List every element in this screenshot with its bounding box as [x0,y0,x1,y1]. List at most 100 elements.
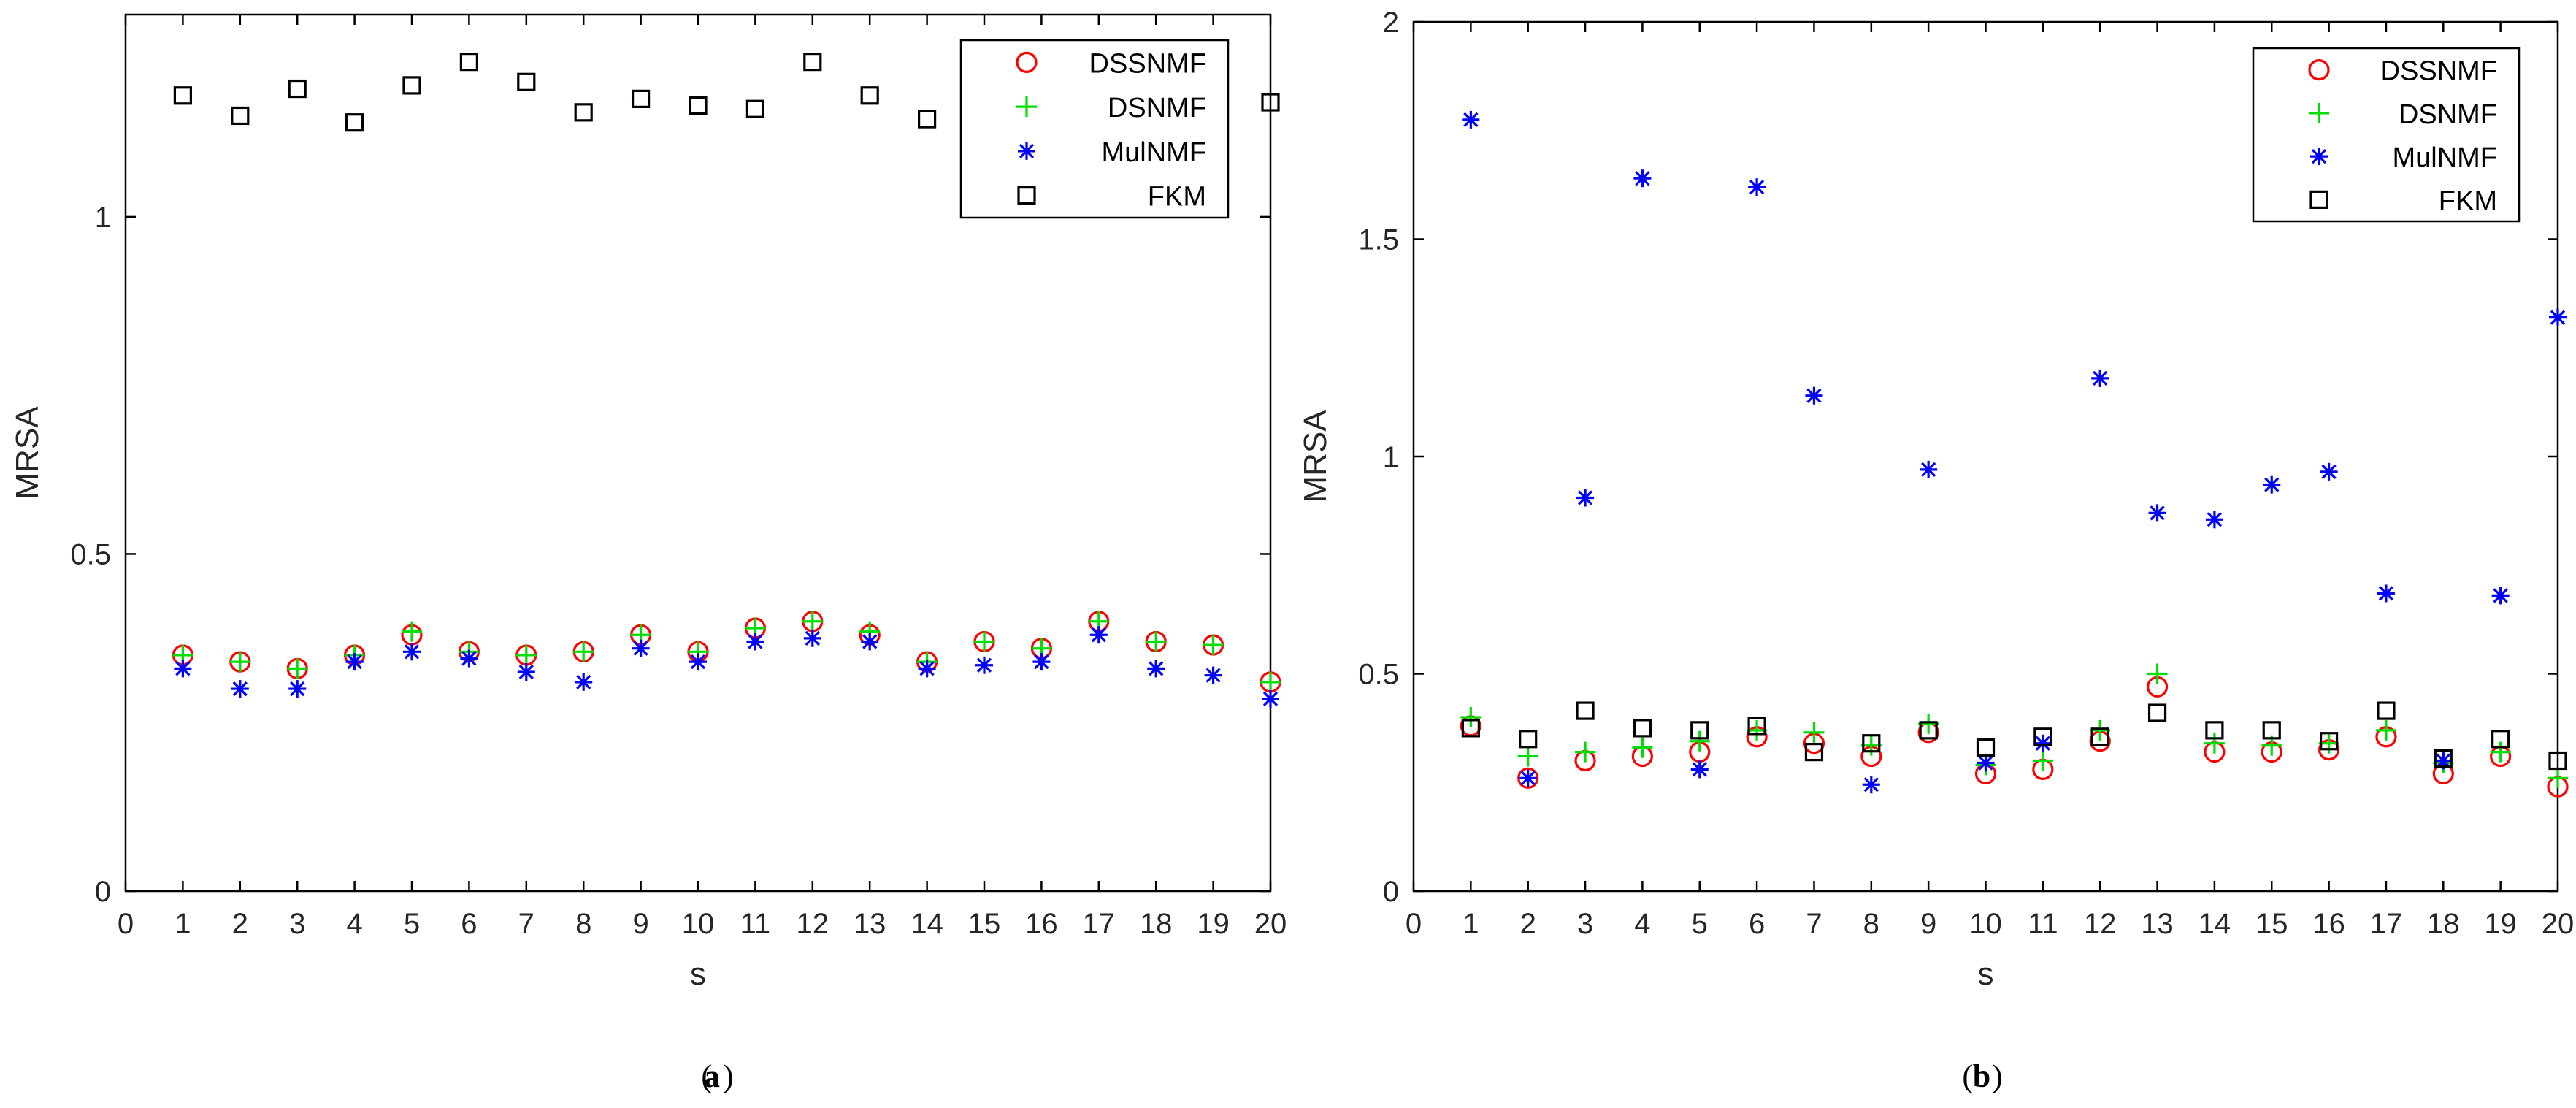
x-tick-label: 17 [2370,908,2403,940]
x-tick-label: 18 [2427,908,2460,940]
data-point [2320,732,2339,751]
legend-item: DSNMF [2309,99,2497,130]
svg-text:(: ( [701,1058,712,1094]
x-tick-label: 17 [1083,908,1116,940]
legend-marker [2308,59,2330,81]
legend-marker [1016,51,1038,73]
series-mulnmf [1462,110,2567,794]
y-tick-label: 1.5 [1358,224,1399,256]
legend-label: MulNMF [2392,142,2497,173]
data-point [403,643,421,661]
data-point [1977,754,1995,772]
x-tick-label: 0 [118,908,134,940]
data-point [2320,462,2338,481]
data-point [1261,93,1280,112]
data-point [1862,734,1881,753]
data-point [2205,721,2224,740]
data-point [1575,741,1596,763]
data-point [573,641,594,662]
x-axis-label: s [1978,956,1994,992]
data-point [345,113,364,132]
data-point [2090,727,2109,746]
data-point [1203,635,1224,656]
y-axis-label: MRSA [9,406,45,500]
legend-label: DSNMF [2399,99,2497,130]
x-tick-label: 12 [2084,908,2117,940]
x-tick-label: 13 [2141,908,2174,940]
x-tick-label: 2 [232,908,248,940]
data-point [1519,769,1537,787]
y-tick-label: 1 [1383,441,1399,473]
series-dsnmf [172,611,1281,692]
x-tick-label: 16 [1025,908,1058,940]
x-tick-label: 3 [289,908,305,940]
x-tick-label: 11 [2028,908,2058,940]
data-point [517,663,535,681]
legend-label: MulNMF [1101,137,1206,168]
y-tick-label: 0.5 [1358,659,1399,691]
y-tick-label: 0 [95,876,111,908]
x-tick-label: 16 [2312,908,2345,940]
legend-marker [1018,142,1035,160]
data-point [517,72,536,91]
x-tick-label: 10 [1969,908,2002,940]
data-point [515,644,537,665]
caption-a: ( a ) [701,1058,733,1094]
data-point [860,86,879,105]
data-point [2147,703,2167,722]
x-tick-label: 19 [2484,908,2517,940]
svg-text:(: ( [1962,1058,1973,1094]
y-tick-label: 1 [95,202,111,234]
data-point [1690,760,1709,779]
data-point [1089,626,1108,644]
y-tick-label: 0 [1383,876,1399,908]
legend-item: DSSNMF [1016,48,1206,79]
x-tick-label: 7 [1806,908,1822,940]
data-point [287,658,308,679]
data-point [2491,587,2510,605]
y-tick-label: 0.5 [70,538,111,570]
legend-marker [2309,190,2328,209]
data-point [574,103,593,122]
x-tick-label: 1 [175,908,191,940]
data-point [1576,489,1595,507]
data-point [632,639,650,657]
x-tick-label: 14 [911,908,943,940]
x-tick-label: 4 [1634,908,1650,940]
data-point [1146,631,1167,652]
data-point [2090,719,2111,741]
data-point [1576,701,1595,720]
data-point [2147,663,2168,684]
data-point [2549,308,2567,326]
data-point [861,633,879,651]
data-point [1460,707,1481,727]
data-point [1633,169,1652,188]
data-point [1632,737,1653,758]
legend-marker [2310,148,2328,166]
legend-item: MulNMF [1018,137,1206,168]
legend-marker [1016,96,1037,118]
legend-item: FKM [1017,182,1206,213]
data-point [1862,776,1880,794]
legend-box [959,39,1230,219]
data-point [1517,767,1539,789]
data-point [402,76,421,95]
legend-box [2252,47,2521,223]
data-point [2033,727,2052,746]
data-point [2204,733,2225,754]
data-point [575,673,593,691]
legend-label: DSNMF [1108,93,1206,123]
data-point [974,631,994,652]
data-point [975,656,993,674]
data-point [917,110,937,129]
x-tick-label: 14 [2199,908,2231,940]
x-tick-label: 3 [1577,908,1593,940]
x-tick-label: 18 [1140,908,1173,940]
x-tick-label: 9 [1920,908,1936,940]
legend: DSSNMF DSNMF MulNMF FKM [959,39,1230,219]
data-point [1803,722,1825,743]
x-axis-label: s [690,956,706,992]
legend: DSSNMF DSNMF MulNMF FKM [2252,47,2521,223]
x-tick-label: 4 [346,908,362,940]
